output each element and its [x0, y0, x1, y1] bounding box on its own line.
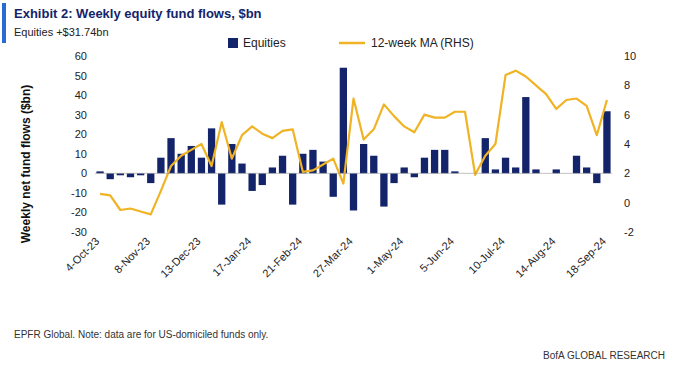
y2-tick	[613, 56, 616, 57]
y-tick-label: 0	[81, 167, 87, 179]
x-tick-label: 10-Jul-24	[466, 235, 507, 276]
x-tick-label: 8-Nov-23	[112, 235, 152, 275]
y2-tick-label: 4	[624, 138, 630, 150]
chart: Exhibit 2: Weekly equity fund flows, $bn…	[0, 0, 679, 368]
bar	[441, 150, 448, 173]
title: Exhibit 2: Weekly equity fund flows, $bn	[14, 6, 262, 21]
x-tick-label: 13-Dec-23	[158, 235, 203, 280]
y2-tick-label: 6	[624, 109, 630, 121]
bar	[390, 173, 397, 183]
y2-tick-label: 2	[624, 167, 630, 179]
y-tick	[91, 232, 94, 233]
bar	[218, 173, 225, 204]
y-tick	[91, 95, 94, 96]
bar	[259, 173, 266, 185]
bar	[350, 173, 357, 210]
y-tick-label: 20	[75, 128, 87, 140]
plot-marks	[96, 68, 610, 215]
y-axis-label: Weekly net fund flows ($bn)	[19, 85, 33, 243]
bar	[127, 173, 134, 177]
y-tick	[91, 75, 94, 76]
bar	[421, 158, 428, 174]
x-tick-label: 17-Jan-24	[210, 235, 254, 279]
y2-tick-label: 0	[624, 197, 630, 209]
x-tick-label: 18-Sep-24	[564, 235, 609, 280]
y2-tick	[613, 232, 616, 233]
y2-tick	[613, 144, 616, 145]
legend-swatch	[339, 42, 365, 45]
x-tick-label: 1-May-24	[364, 235, 405, 276]
bar	[279, 156, 286, 174]
subtitle: Equities +$31.74bn	[14, 26, 109, 38]
bar	[553, 169, 560, 173]
bar	[238, 164, 245, 174]
bar	[248, 173, 255, 191]
x-tick-label: 5-Jun-24	[417, 235, 456, 274]
y-tick-label: 30	[75, 109, 87, 121]
y2-tick-label: -2	[624, 226, 634, 238]
bar	[431, 150, 438, 173]
bar	[512, 167, 519, 173]
y2-tick	[613, 202, 616, 203]
y2-tick-label: 10	[624, 50, 636, 62]
y-tick	[91, 134, 94, 135]
bar	[360, 144, 367, 173]
bar	[522, 97, 529, 173]
ma-line	[100, 71, 607, 215]
y-tick	[91, 212, 94, 213]
x-tick-label: 27-Mar-24	[311, 235, 355, 279]
bar	[583, 167, 590, 173]
y2-tick	[613, 85, 616, 86]
y-tick	[91, 56, 94, 57]
source: BofA GLOBAL RESEARCH	[543, 350, 665, 361]
y-tick-label: 60	[75, 50, 87, 62]
y2-tick-label: 8	[624, 79, 630, 91]
y-tick	[91, 192, 94, 193]
y-tick-label: -20	[71, 206, 87, 218]
x-tick-label: 21-Feb-24	[260, 235, 304, 279]
y-tick	[91, 153, 94, 154]
bar	[330, 173, 337, 196]
title-accent	[2, 3, 6, 43]
bar	[289, 173, 296, 204]
bar	[593, 173, 600, 183]
x-tick-label: 4-Oct-23	[63, 235, 102, 274]
y-tick	[91, 173, 94, 174]
bar	[380, 173, 387, 206]
bar	[157, 158, 164, 174]
bar	[198, 158, 205, 174]
bar	[401, 167, 408, 173]
bar	[370, 156, 377, 174]
y2-tick	[613, 173, 616, 174]
bar	[502, 158, 509, 174]
y2-tick	[613, 114, 616, 115]
bar	[532, 169, 539, 173]
bar	[269, 167, 276, 173]
legend-swatch	[228, 38, 238, 48]
bar	[603, 111, 610, 173]
zero-line	[95, 173, 612, 174]
bar	[573, 156, 580, 174]
footnote: EPFR Global. Note: data are for US-domic…	[14, 329, 268, 340]
y-tick-label: -10	[71, 187, 87, 199]
bar	[147, 173, 154, 183]
bar	[107, 173, 114, 179]
y-tick-label: 40	[75, 89, 87, 101]
y-tick-label: 50	[75, 70, 87, 82]
y-tick-label: 10	[75, 148, 87, 160]
x-tick-label: 14-Aug-24	[513, 235, 558, 280]
y-tick-label: -30	[71, 226, 87, 238]
bar	[411, 173, 418, 177]
bar	[492, 169, 499, 173]
legend-label: Equities	[243, 36, 286, 50]
y-tick	[91, 114, 94, 115]
legend-label: 12-week MA (RHS)	[371, 36, 474, 50]
